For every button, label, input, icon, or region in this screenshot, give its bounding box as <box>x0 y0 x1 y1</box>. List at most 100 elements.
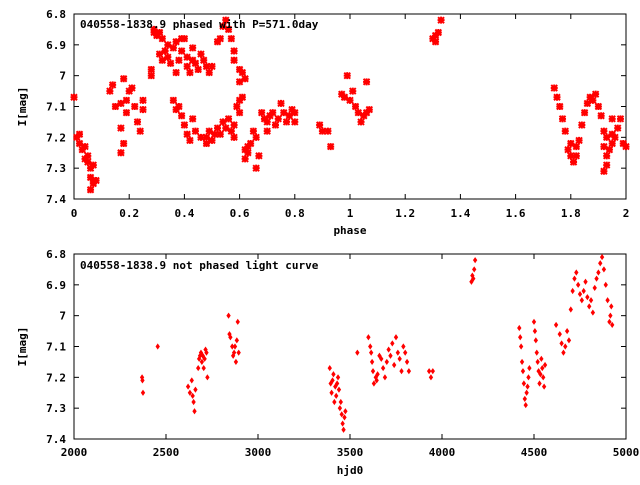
data-point <box>539 355 544 362</box>
data-point <box>384 358 389 366</box>
data-point <box>534 349 539 356</box>
data-point <box>227 127 236 135</box>
data-point <box>150 25 158 34</box>
data-point <box>567 152 575 160</box>
data-point <box>563 343 568 350</box>
data-point <box>542 361 548 369</box>
chart-title: 040558-1838.9 phased with P=571.0day <box>80 18 319 31</box>
data-point <box>189 377 194 384</box>
data-point <box>608 139 616 148</box>
data-point <box>334 392 339 399</box>
data-point <box>594 102 603 111</box>
data-point <box>570 287 575 295</box>
data-point <box>108 81 117 89</box>
data-point <box>140 377 145 384</box>
data-point <box>70 93 78 101</box>
data-point <box>338 398 343 406</box>
data-point <box>541 374 546 381</box>
data-point <box>183 130 191 138</box>
data-point <box>238 93 247 101</box>
data-point <box>553 321 559 329</box>
x-tick-label: 3000 <box>245 446 272 459</box>
data-point <box>527 364 532 372</box>
data-point <box>531 318 537 325</box>
x-tick-label: 1.4 <box>450 207 470 220</box>
data-point <box>379 355 384 362</box>
data-point <box>188 115 197 123</box>
data-point <box>572 275 577 282</box>
data-point <box>349 87 357 95</box>
data-point <box>397 355 402 362</box>
data-point <box>583 278 588 285</box>
x-tick-label: 1 <box>347 207 354 220</box>
data-point <box>610 321 615 329</box>
data-point <box>155 28 164 37</box>
data-point <box>330 377 335 384</box>
x-tick-label: 0.4 <box>174 207 194 220</box>
data-point <box>589 96 597 105</box>
x-axis-title: hjd0 <box>337 464 364 477</box>
data-point <box>205 127 213 135</box>
data-point <box>605 145 614 154</box>
data-point <box>561 127 569 135</box>
data-point <box>241 75 249 83</box>
data-point <box>526 374 531 381</box>
data-point <box>213 124 222 132</box>
data-point <box>200 56 208 64</box>
data-point <box>596 269 601 276</box>
data-point <box>337 405 343 412</box>
y-tick-label: 7 <box>59 70 66 83</box>
data-point <box>579 297 585 304</box>
data-point <box>346 96 354 105</box>
data-point <box>172 38 180 46</box>
data-point <box>202 139 211 148</box>
unphased-panel: 2000 2500 3000 3500 4000 4500 5000 6.8 6.9 7 7.1 7.… <box>16 248 639 477</box>
data-point <box>106 87 114 95</box>
data-point <box>219 22 227 31</box>
data-point <box>374 377 379 384</box>
data-point <box>577 290 583 298</box>
data-point <box>366 334 371 341</box>
x-tick-label: 1.2 <box>395 207 415 220</box>
data-point <box>351 102 360 111</box>
data-point <box>608 312 613 319</box>
data-point <box>128 84 136 92</box>
data-point <box>343 408 348 415</box>
data-point <box>557 331 562 338</box>
data-point <box>291 118 299 126</box>
data-point <box>578 121 586 129</box>
x-tick-label: 5000 <box>613 446 640 459</box>
data-point <box>194 65 202 74</box>
data-point <box>139 105 147 114</box>
data-point <box>600 142 608 151</box>
data-point <box>368 349 374 356</box>
data-point <box>196 364 201 372</box>
data-point <box>388 352 393 359</box>
data-point <box>158 56 167 64</box>
data-point <box>249 127 258 135</box>
data-point <box>155 343 160 350</box>
data-point <box>202 62 211 71</box>
data-point <box>614 124 622 132</box>
data-point <box>355 349 360 356</box>
data-point <box>117 124 125 132</box>
data-point <box>140 389 146 396</box>
data-point <box>280 108 288 117</box>
y-axis-title: I[mag] <box>16 87 29 127</box>
data-point <box>581 287 586 295</box>
data-point <box>187 389 193 396</box>
y-tick-label: 6.9 <box>46 279 66 292</box>
data-point <box>136 127 144 135</box>
data-point <box>599 253 605 261</box>
data-point <box>230 343 235 350</box>
data-point <box>622 142 630 151</box>
data-point <box>375 371 380 378</box>
data-point <box>180 121 189 129</box>
data-point <box>186 136 194 145</box>
data-point <box>434 28 443 37</box>
data-point <box>333 383 338 390</box>
data-point <box>190 392 195 399</box>
data-point <box>241 155 249 163</box>
data-point <box>524 389 529 396</box>
data-point <box>191 398 196 406</box>
